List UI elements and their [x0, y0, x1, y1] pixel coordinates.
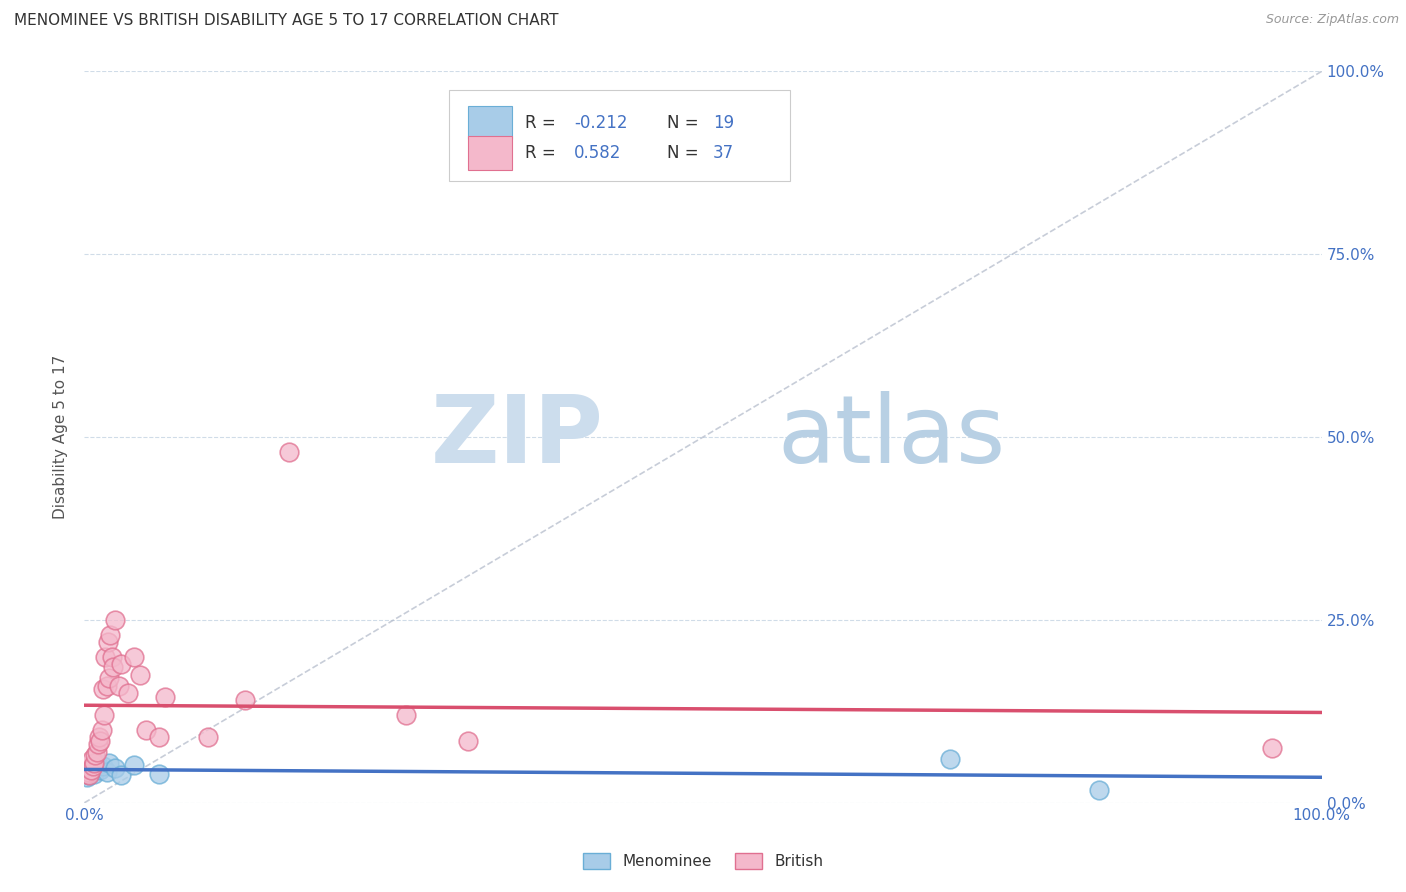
Text: 37: 37	[713, 145, 734, 162]
Point	[86, 756, 108, 770]
Point	[80, 763, 103, 777]
Point	[96, 765, 118, 780]
Point	[233, 693, 256, 707]
Text: N =: N =	[666, 113, 704, 131]
Text: R =: R =	[524, 145, 561, 162]
FancyBboxPatch shape	[450, 90, 790, 181]
Point	[86, 745, 108, 759]
Point	[98, 627, 121, 641]
Point	[83, 766, 105, 780]
Point	[129, 667, 152, 681]
Point	[135, 723, 157, 737]
Point	[79, 765, 101, 780]
Point	[197, 730, 219, 744]
Text: 0.582: 0.582	[574, 145, 621, 162]
Point	[77, 766, 100, 780]
Point	[94, 649, 117, 664]
Text: 19: 19	[713, 113, 734, 131]
Text: R =: R =	[524, 113, 561, 131]
Point	[79, 763, 101, 777]
Point	[83, 756, 105, 770]
Text: atlas: atlas	[778, 391, 1005, 483]
Point	[110, 657, 132, 671]
Point	[98, 672, 121, 686]
FancyBboxPatch shape	[468, 136, 512, 170]
Point	[104, 613, 127, 627]
Point	[80, 752, 103, 766]
Point	[77, 765, 100, 780]
Y-axis label: Disability Age 5 to 17: Disability Age 5 to 17	[53, 355, 69, 519]
Text: MENOMINEE VS BRITISH DISABILITY AGE 5 TO 17 CORRELATION CHART: MENOMINEE VS BRITISH DISABILITY AGE 5 TO…	[14, 13, 558, 29]
Point	[153, 690, 176, 704]
Point	[89, 763, 111, 777]
Point	[79, 768, 101, 782]
Point	[277, 444, 299, 458]
Point	[82, 759, 104, 773]
Point	[148, 766, 170, 780]
Point	[1261, 740, 1284, 755]
Text: Source: ZipAtlas.com: Source: ZipAtlas.com	[1265, 13, 1399, 27]
Point	[100, 649, 122, 664]
Point	[110, 768, 132, 782]
Point	[98, 756, 121, 770]
Point	[82, 761, 104, 775]
Point	[76, 770, 98, 784]
Point	[76, 766, 98, 780]
Point	[101, 660, 124, 674]
Point	[395, 708, 418, 723]
Legend: Menominee, British: Menominee, British	[576, 847, 830, 875]
Point	[79, 768, 101, 782]
Point	[91, 682, 114, 697]
Point	[91, 759, 114, 773]
Point	[89, 730, 111, 744]
Point	[122, 757, 145, 772]
Point	[96, 679, 118, 693]
Point	[89, 733, 111, 747]
Point	[108, 679, 131, 693]
Point	[1088, 782, 1111, 797]
FancyBboxPatch shape	[468, 106, 512, 139]
Point	[84, 759, 107, 773]
Text: N =: N =	[666, 145, 704, 162]
Point	[117, 686, 139, 700]
Point	[87, 757, 110, 772]
Point	[84, 748, 107, 763]
Text: -0.212: -0.212	[574, 113, 628, 131]
Point	[104, 761, 127, 775]
Point	[87, 737, 110, 751]
Point	[122, 649, 145, 664]
Point	[90, 723, 112, 737]
Point	[97, 635, 120, 649]
Text: ZIP: ZIP	[432, 391, 605, 483]
Point	[148, 730, 170, 744]
Point	[939, 752, 962, 766]
Point	[457, 733, 479, 747]
Point	[93, 708, 115, 723]
